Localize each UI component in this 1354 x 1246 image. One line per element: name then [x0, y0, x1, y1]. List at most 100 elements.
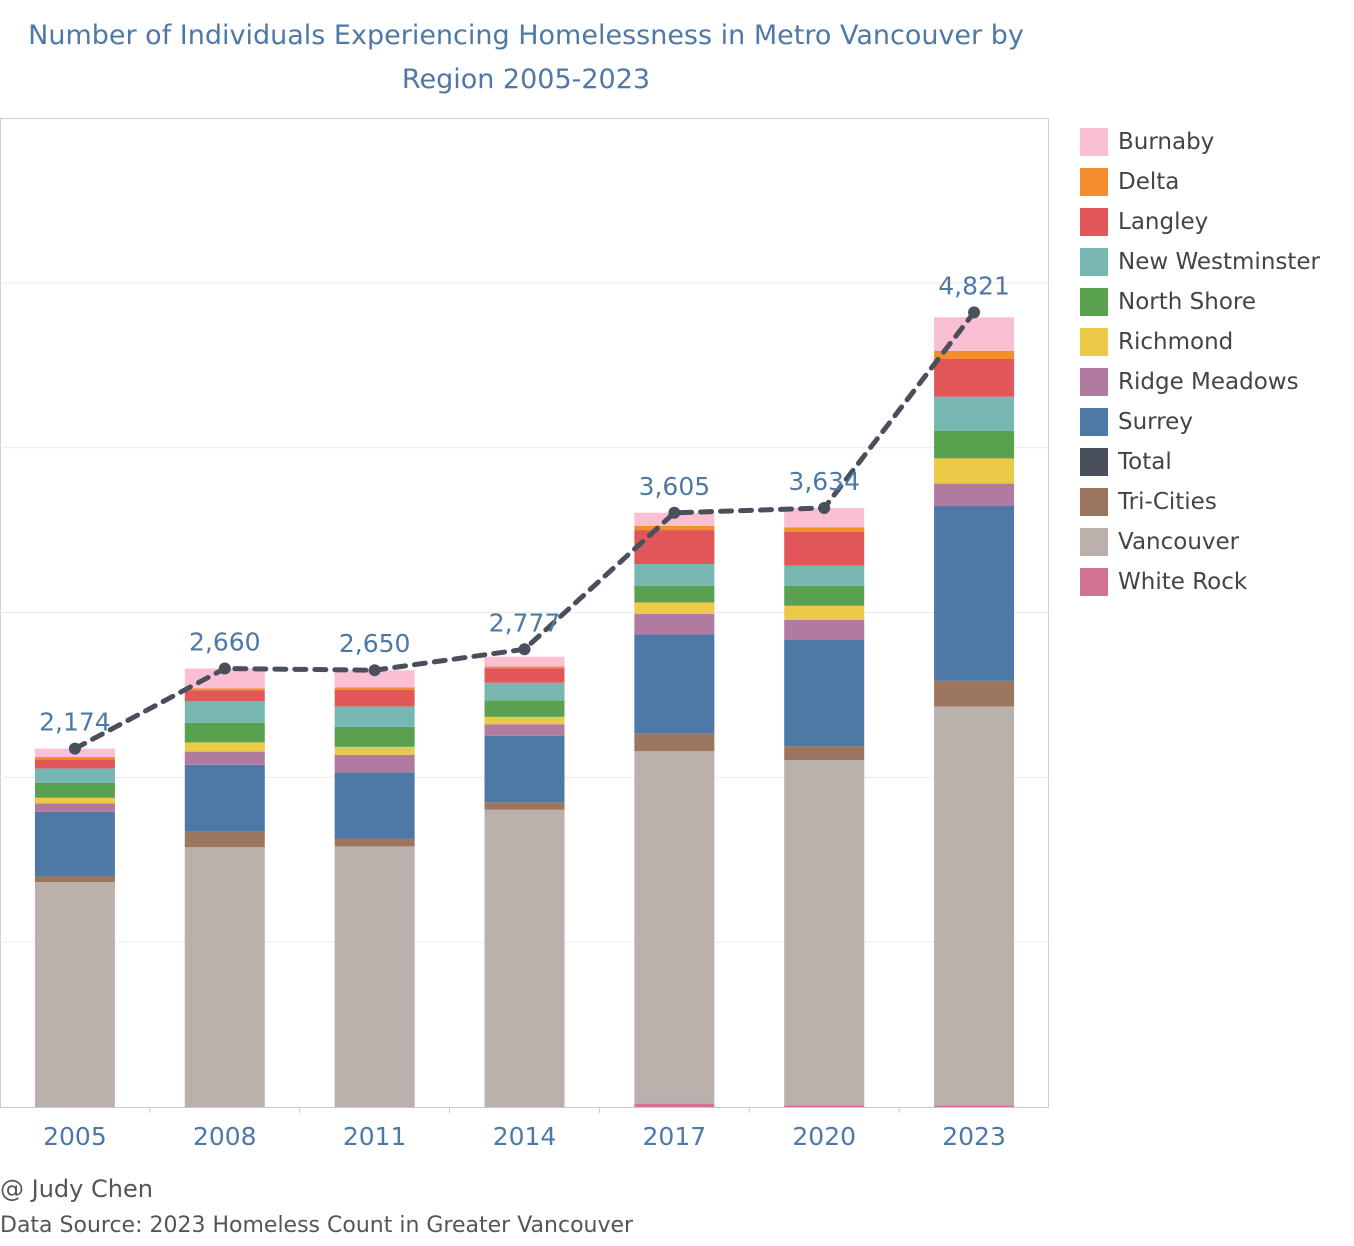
bar-richmond-2005 — [34, 797, 115, 804]
bar-delta-2011 — [334, 687, 415, 690]
bar-new-westminster-2011 — [334, 706, 415, 727]
x-tick-label-2011: 2011 — [343, 1122, 407, 1151]
bar-white-rock-2017 — [634, 1103, 715, 1107]
bar-surrey-2023 — [934, 506, 1015, 681]
bar-white-rock-2020 — [784, 1105, 865, 1107]
bar-tri-cities-2020 — [784, 746, 865, 761]
total-point-2020 — [818, 501, 831, 514]
legend-item-ridge-meadows: Ridge Meadows — [1080, 362, 1320, 402]
bar-ridge-meadows-2008 — [184, 751, 265, 765]
bar-burnaby-2017 — [634, 512, 715, 526]
bar-surrey-2011 — [334, 772, 415, 839]
legend-label-new-westminster: New Westminster — [1118, 249, 1321, 275]
legend-swatch-new-westminster — [1080, 248, 1108, 276]
total-label-2008: 2,660 — [189, 628, 261, 657]
bar-delta-2014 — [484, 666, 565, 669]
legend: Burnaby Delta Langley New Westminster North … — [1080, 122, 1320, 602]
total-label-2020: 3,634 — [788, 467, 860, 496]
legend-item-white-rock: White Rock — [1080, 562, 1320, 602]
bar-north-shore-2020 — [784, 585, 865, 606]
bar-north-shore-2017 — [634, 585, 715, 603]
legend-label-ridge-meadows: Ridge Meadows — [1118, 369, 1299, 395]
legend-item-total: Total — [1080, 442, 1320, 482]
bar-langley-2017 — [634, 530, 715, 565]
data-source: Data Source: 2023 Homeless Count in Grea… — [0, 1213, 634, 1238]
bar-vancouver-2008 — [184, 847, 265, 1107]
chart-title-line-1: Number of Individuals Experiencing Homel… — [28, 20, 1024, 51]
bar-richmond-2017 — [634, 602, 715, 614]
legend-label-surrey: Surrey — [1118, 409, 1193, 435]
legend-swatch-richmond — [1080, 328, 1108, 356]
legend-label-vancouver: Vancouver — [1118, 529, 1240, 555]
legend-item-richmond: Richmond — [1080, 322, 1320, 362]
x-tick-label-2023: 2023 — [942, 1122, 1006, 1151]
bar-ridge-meadows-2020 — [784, 619, 865, 641]
bar-burnaby-2011 — [334, 670, 415, 688]
bar-vancouver-2023 — [934, 706, 1015, 1106]
chart-title-line-2: Region 2005-2023 — [401, 64, 651, 95]
bar-langley-2014 — [484, 668, 565, 683]
bar-new-westminster-2005 — [34, 768, 115, 783]
total-label-2023: 4,821 — [938, 271, 1010, 300]
legend-label-delta: Delta — [1118, 169, 1180, 195]
bar-vancouver-2011 — [334, 846, 415, 1107]
author-credit: @ Judy Chen — [0, 1175, 153, 1203]
legend-swatch-surrey — [1080, 408, 1108, 436]
bar-tri-cities-2017 — [634, 733, 715, 752]
legend-label-white-rock: White Rock — [1118, 569, 1248, 595]
bar-langley-2011 — [334, 689, 415, 707]
bar-surrey-2020 — [784, 640, 865, 747]
bar-new-westminster-2023 — [934, 396, 1015, 431]
bar-richmond-2014 — [484, 716, 565, 725]
bar-tri-cities-2008 — [184, 831, 265, 848]
x-tick-label-2005: 2005 — [43, 1122, 107, 1151]
total-label-2017: 3,605 — [639, 472, 711, 501]
bar-richmond-2020 — [784, 605, 865, 620]
x-tick-label-2014: 2014 — [493, 1122, 557, 1151]
legend-label-richmond: Richmond — [1118, 329, 1234, 355]
bar-langley-2005 — [34, 759, 115, 769]
total-label-2014: 2,777 — [489, 608, 561, 637]
bar-burnaby-2020 — [784, 507, 865, 528]
bar-ridge-meadows-2014 — [484, 724, 565, 736]
total-point-2017 — [668, 506, 681, 519]
bar-vancouver-2005 — [34, 882, 115, 1107]
bar-new-westminster-2014 — [484, 682, 565, 701]
bar-ridge-meadows-2005 — [34, 803, 115, 812]
bar-vancouver-2014 — [484, 809, 565, 1107]
legend-item-delta: Delta — [1080, 162, 1320, 202]
bar-delta-2023 — [934, 350, 1015, 359]
bar-langley-2008 — [184, 690, 265, 702]
legend-swatch-burnaby — [1080, 128, 1108, 156]
chart-title: Number of Individuals Experiencing Homel… — [0, 14, 1052, 102]
bar-richmond-2023 — [934, 458, 1015, 484]
total-point-2008 — [218, 662, 231, 675]
bar-tri-cities-2014 — [484, 802, 565, 810]
bar-vancouver-2020 — [784, 760, 865, 1106]
bar-ridge-meadows-2023 — [934, 483, 1015, 507]
bar-north-shore-2008 — [184, 722, 265, 743]
legend-label-north-shore: North Shore — [1118, 289, 1256, 315]
total-point-2023 — [968, 306, 981, 319]
bar-burnaby-2014 — [484, 656, 565, 667]
legend-item-langley: Langley — [1080, 202, 1320, 242]
bar-surrey-2008 — [184, 764, 265, 832]
legend-swatch-white-rock — [1080, 568, 1108, 596]
legend-swatch-north-shore — [1080, 288, 1108, 316]
bar-langley-2020 — [784, 531, 865, 566]
total-point-2005 — [68, 742, 81, 755]
legend-swatch-delta — [1080, 168, 1108, 196]
bar-langley-2023 — [934, 358, 1015, 397]
x-tick-label-2008: 2008 — [193, 1122, 257, 1151]
bar-new-westminster-2020 — [784, 565, 865, 586]
legend-item-north-shore: North Shore — [1080, 282, 1320, 322]
legend-item-surrey: Surrey — [1080, 402, 1320, 442]
bar-ridge-meadows-2017 — [634, 613, 715, 635]
bar-ridge-meadows-2011 — [334, 754, 415, 773]
bar-richmond-2011 — [334, 746, 415, 755]
bar-north-shore-2023 — [934, 430, 1015, 459]
bar-tri-cities-2005 — [34, 876, 115, 883]
total-point-2011 — [368, 664, 381, 677]
total-point-2014 — [518, 643, 531, 656]
